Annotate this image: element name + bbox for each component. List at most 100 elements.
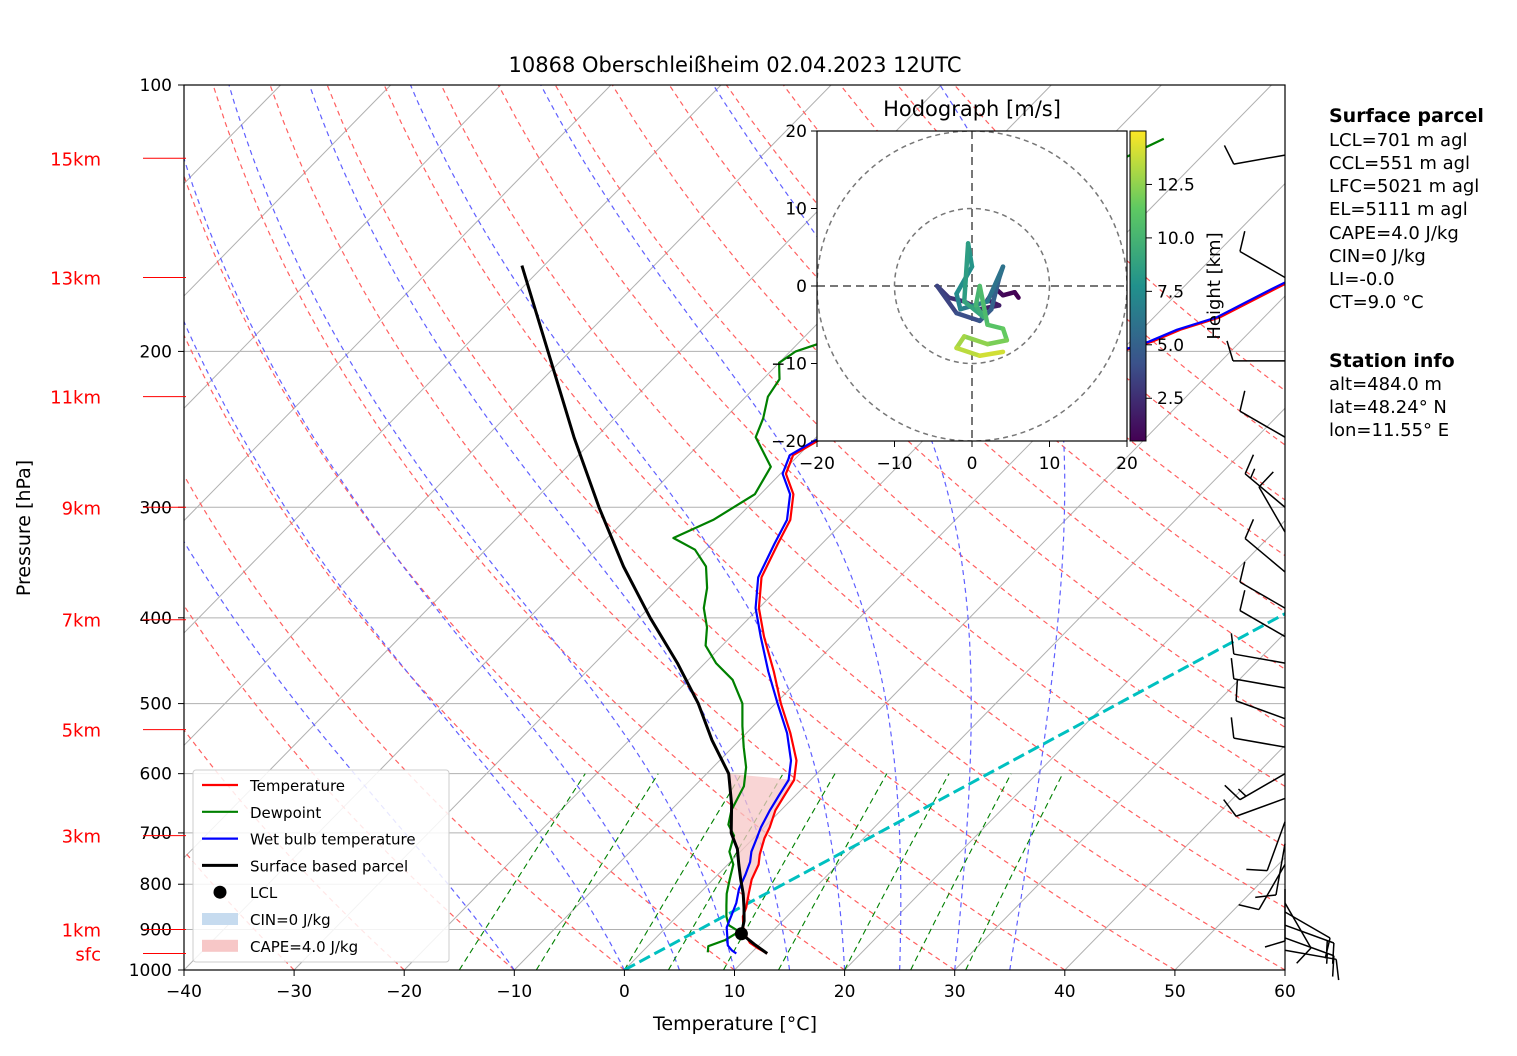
surface-parcel-line: LFC=5021 m agl [1329, 176, 1479, 197]
station-info-line: alt=484.0 m [1329, 374, 1442, 395]
y-tick-label: 800 [140, 875, 172, 895]
legend-label: Temperature [249, 777, 345, 795]
height-tick-label: 5km [62, 721, 101, 742]
chart-title: 10868 Oberschleißheim 02.04.2023 12UTC [509, 53, 962, 77]
hodograph-ring [893, 207, 1051, 365]
dry-adiabat-line [269, 85, 1066, 970]
hodograph-y-tick-label: 10 [785, 200, 807, 220]
hodograph-segment [934, 283, 959, 316]
wind-barb-flag [1255, 894, 1277, 899]
wind-barb-flag [1239, 230, 1246, 252]
wind-barb-shaft [1233, 678, 1286, 689]
isotherm-line [844, 519, 1285, 970]
moist-adiabat-line [184, 156, 681, 970]
mixing-ratio-line [965, 773, 1064, 970]
x-tick-label: 20 [834, 982, 856, 1002]
isotherm-line [184, 85, 722, 634]
mixing-ratio-line [723, 773, 836, 970]
wind-barb-shaft [1244, 537, 1286, 573]
wind-barb-shaft [1233, 154, 1286, 165]
mixing-ratio-line [623, 773, 742, 970]
hodograph-segment [973, 303, 986, 320]
wind-barb-shaft [1258, 486, 1286, 533]
legend-label: Surface based parcel [250, 857, 408, 875]
hodograph-x-tick-label: 10 [1039, 454, 1061, 474]
wind-barb-shaft [1239, 410, 1286, 438]
colorbar [1129, 130, 1147, 442]
colorbar-tick-label: 10.0 [1157, 229, 1195, 249]
dry-adiabat-line [326, 85, 1176, 970]
colorbar-tick-label: 2.5 [1157, 389, 1184, 409]
colorbar-tick-label: 5.0 [1157, 336, 1184, 356]
x-tick-label: 60 [1274, 982, 1296, 1002]
wind-barb-flag [1331, 942, 1335, 964]
wind-barb-flag [1230, 717, 1235, 739]
legend-dot-swatch [213, 885, 227, 899]
hodograph-y-tick-label: −10 [771, 355, 807, 375]
height-tick-label: 1km [62, 921, 101, 942]
station-info-heading: Station info [1329, 350, 1455, 372]
wind-barb-flag [1239, 390, 1246, 412]
wind-barb-flag [1237, 788, 1247, 797]
wind-barb-shaft [1239, 609, 1286, 638]
surface-parcel-line: LI=-0.0 [1329, 269, 1395, 290]
height-tick-label: 11km [50, 388, 101, 409]
height-tick-label: 7km [62, 611, 101, 632]
wind-barb-shaft [1284, 924, 1335, 944]
wind-barb-shaft [1284, 937, 1335, 957]
wind-barb-flag [1264, 940, 1286, 948]
cyan-reference-line [623, 612, 1285, 970]
hodograph-title: Hodograph [m/s] [883, 97, 1061, 121]
station-info-line: lon=11.55° E [1329, 420, 1449, 441]
wind-barb-flag [1223, 799, 1237, 817]
moist-adiabat-line [939, 85, 1066, 970]
x-tick-label: −10 [496, 982, 532, 1002]
surface-parcel-line: CAPE=4.0 J/kg [1329, 223, 1459, 244]
wind-barbs [1223, 145, 1340, 981]
profile-lines [520, 137, 1285, 955]
wind-barb-shaft [1266, 821, 1286, 871]
dry-adiabat-line [554, 85, 1285, 788]
hodograph-segment [977, 349, 1006, 358]
x-axis-label: Temperature [°C] [652, 1013, 817, 1035]
y-tick-label: 500 [140, 695, 172, 715]
wind-barb-shaft [1239, 581, 1286, 609]
y-tick-label: 900 [140, 921, 172, 941]
height-tick-label: 13km [50, 268, 101, 289]
mixing-ratio-line [778, 773, 888, 970]
mixing-ratio-line [910, 773, 1012, 970]
isotherm-line [184, 85, 832, 747]
series-surface-based-parcel [520, 265, 769, 955]
isotherm-line [954, 632, 1285, 970]
height-tick-label: 3km [62, 827, 101, 848]
wind-barb-shaft [1244, 473, 1286, 508]
y-axis-ticks: 100 200 300 400 500 600 700 800 900 1000 [129, 76, 184, 981]
dry-adiabat-line [184, 333, 735, 970]
y-tick-label: 1000 [129, 961, 172, 981]
isotherm-line [184, 85, 502, 409]
wind-barb-flag [1258, 471, 1274, 488]
wind-barb-shaft [1235, 700, 1286, 720]
legend: Temperature Dewpoint Wet bulb temperature S… [192, 769, 450, 963]
legend-label: CAPE=4.0 J/kg [250, 938, 358, 956]
dry-adiabat-line [184, 174, 845, 970]
surface-parcel-heading: Surface parcel [1329, 105, 1484, 127]
wind-barb-shaft [1284, 949, 1337, 961]
moist-adiabat-line [184, 320, 625, 970]
hodograph-segment [985, 338, 1010, 347]
colorbar-tick-label: 7.5 [1157, 282, 1184, 302]
wind-barb-shaft [1239, 773, 1286, 801]
hodograph-segment [962, 334, 990, 347]
wind-barb-flag [1246, 868, 1268, 872]
hodograph-x-tick-label: −20 [799, 454, 835, 474]
lcl-point [734, 927, 748, 941]
legend-label: CIN=0 J/kg [250, 911, 331, 929]
y-tick-label: 600 [140, 765, 172, 785]
surface-parcel-line: LCL=701 m agl [1329, 130, 1468, 151]
legend-label: LCL [250, 884, 278, 902]
x-tick-label: 50 [1164, 982, 1186, 1002]
wind-barb-flag [1244, 519, 1255, 539]
legend-label: Dewpoint [250, 804, 321, 822]
